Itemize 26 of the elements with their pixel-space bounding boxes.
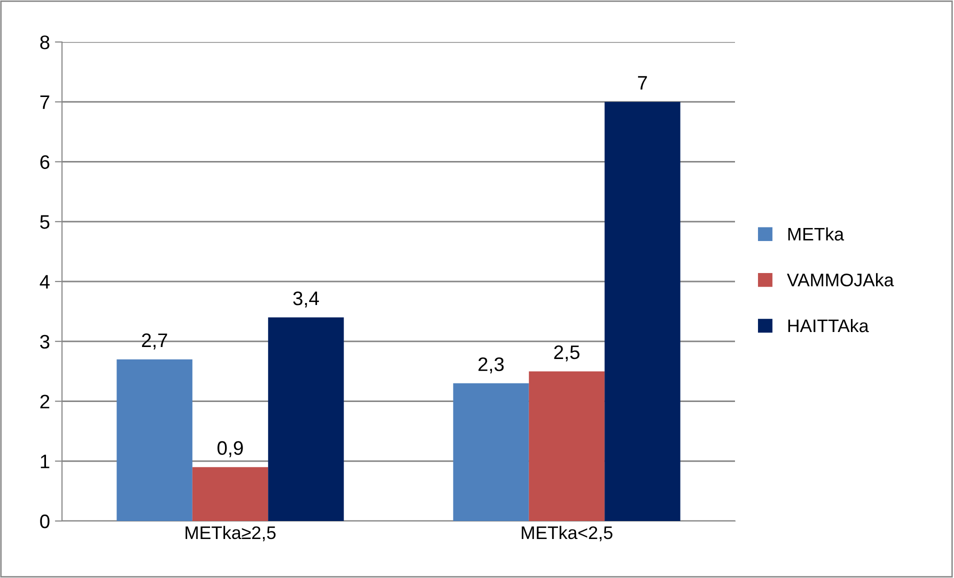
bar [116, 359, 192, 521]
legend-label: HAITTAka [788, 318, 869, 332]
data-label: 2,7 [142, 333, 168, 350]
y-tick-label: 5 [40, 215, 50, 229]
data-label: 2,3 [478, 357, 504, 374]
y-tick-label: 3 [40, 334, 50, 349]
bar [268, 317, 344, 521]
y-tick-label: 8 [40, 35, 50, 50]
bar [192, 467, 268, 521]
y-tick-label: 1 [40, 454, 50, 468]
data-label: 3,4 [293, 291, 319, 308]
data-label: 0,9 [217, 441, 243, 458]
data-label: 7 [638, 76, 647, 90]
data-label: 2,5 [554, 345, 580, 362]
bar [528, 371, 605, 521]
y-tick-label: 2 [40, 394, 50, 408]
legend-label: VAMMOJAka [786, 273, 894, 286]
x-tick-label: METka≥2,5 [186, 526, 276, 542]
bar [453, 383, 529, 521]
x-tick-label: METka<2,5 [522, 526, 612, 542]
y-tick-label: 0 [40, 514, 50, 528]
y-tick-label: 7 [40, 96, 50, 109]
y-tick-label: 6 [40, 155, 50, 169]
y-tick-label: 4 [40, 275, 50, 289]
legend-label: METka [788, 227, 844, 241]
bar [604, 102, 680, 521]
